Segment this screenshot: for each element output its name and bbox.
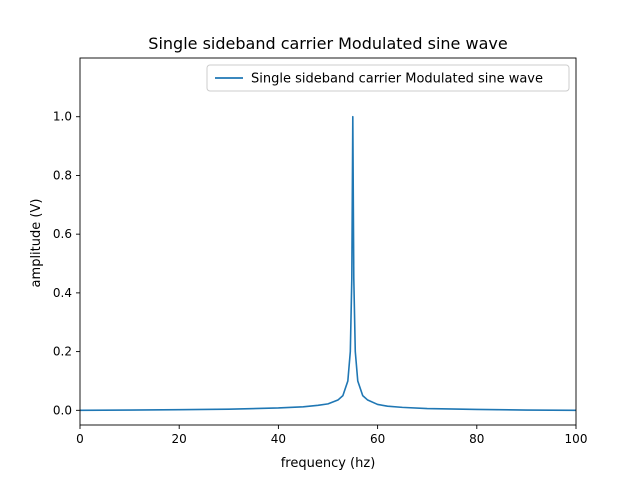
chart-title: Single sideband carrier Modulated sine w…	[148, 34, 507, 53]
plot-frame	[79, 57, 577, 426]
x-tick-label: 60	[370, 432, 385, 446]
y-tick-label: 0.2	[53, 345, 72, 359]
y-tick-label: 0.4	[53, 286, 72, 300]
x-tick-label: 0	[76, 432, 84, 446]
x-tick-label: 20	[172, 432, 187, 446]
x-tick-label: 100	[565, 432, 588, 446]
y-tick-label: 1.0	[53, 110, 72, 124]
legend-box	[206, 64, 570, 92]
x-tick-label: 40	[271, 432, 286, 446]
y-tick-label: 0.8	[53, 168, 72, 182]
x-axis-label: frequency (hz)	[281, 456, 376, 471]
legend-label: Single sideband carrier Modulated sine w…	[251, 72, 543, 87]
y-tick-label: 0.6	[53, 227, 72, 241]
y-axis-label: amplitude (V)	[29, 199, 44, 288]
series-line-0	[79, 115, 577, 412]
x-tick-label: 80	[469, 432, 484, 446]
y-tick-label: 0.0	[53, 403, 72, 417]
